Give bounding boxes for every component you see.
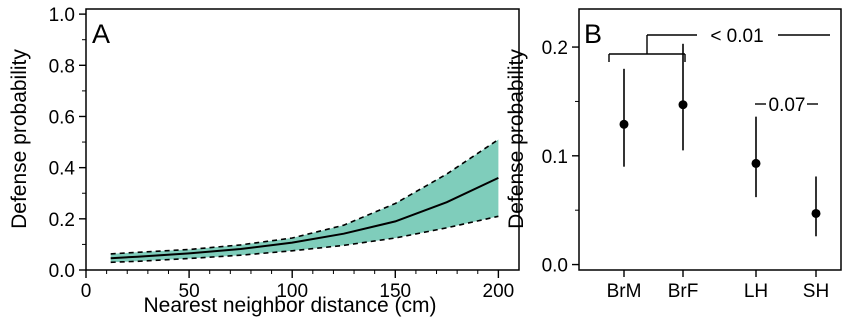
y-tick-label: 1.0 <box>49 5 75 26</box>
upper-ci-line <box>110 138 499 255</box>
y-tick-label: 0.0 <box>49 261 75 282</box>
confidence-band <box>110 139 499 263</box>
panel-b-label: B <box>584 19 602 49</box>
y-tick-label: 0.0 <box>542 256 568 277</box>
y-tick-label: 0.8 <box>49 56 75 77</box>
panel-a: 0 50 100 150 200 0.0 0.2 0.4 0.6 0.8 1.0 A Nearest… <box>8 5 520 317</box>
point-brm <box>619 119 629 129</box>
x-tick-label: 150 <box>379 281 411 302</box>
panel-b-frame <box>578 8 842 271</box>
y-tick-label: 0.2 <box>542 38 568 59</box>
category-label-sh: SH <box>803 281 829 302</box>
point-brf <box>678 100 688 110</box>
category-label-brf: BrF <box>668 281 699 302</box>
panel-a-ticks: 0 50 100 150 200 0.0 0.2 0.4 0.6 0.8 1.0 <box>49 5 515 302</box>
panel-b-points <box>619 43 821 237</box>
panel-a-y-axis-title: Defense probability <box>8 49 31 229</box>
y-tick-label: 0.6 <box>49 107 75 128</box>
significance-label-main: < 0.01 <box>710 26 763 47</box>
panel-a-frame <box>85 8 520 271</box>
fitted-line <box>110 176 499 260</box>
x-tick-label: 0 <box>81 281 92 302</box>
panel-b-ticks: BrM BrF LH SH 0.0 0.1 0.2 <box>542 38 830 302</box>
category-label-lh: LH <box>744 281 768 302</box>
x-tick-label: 50 <box>179 281 200 302</box>
lower-ci-line <box>110 215 499 264</box>
panel-b: BrM BrF LH SH 0.0 0.1 0.2 < 0.01 0.07 B Defens… <box>505 8 842 302</box>
panel-a-label: A <box>92 19 110 49</box>
significance-label-secondary: 0.07 <box>769 95 806 116</box>
y-tick-label: 0.2 <box>49 210 75 231</box>
x-tick-label: 200 <box>483 281 515 302</box>
point-lh <box>751 158 761 168</box>
y-tick-label: 0.4 <box>49 159 76 180</box>
panel-b-y-axis-title: Defense probability <box>505 49 528 229</box>
y-tick-label: 0.1 <box>542 147 568 168</box>
point-sh <box>811 208 821 218</box>
panel-a-x-axis-title: Nearest neighbor distance (cm) <box>144 294 437 317</box>
category-label-brm: BrM <box>607 281 642 302</box>
significance-bracket-main <box>608 34 830 62</box>
x-tick-label: 100 <box>276 281 308 302</box>
